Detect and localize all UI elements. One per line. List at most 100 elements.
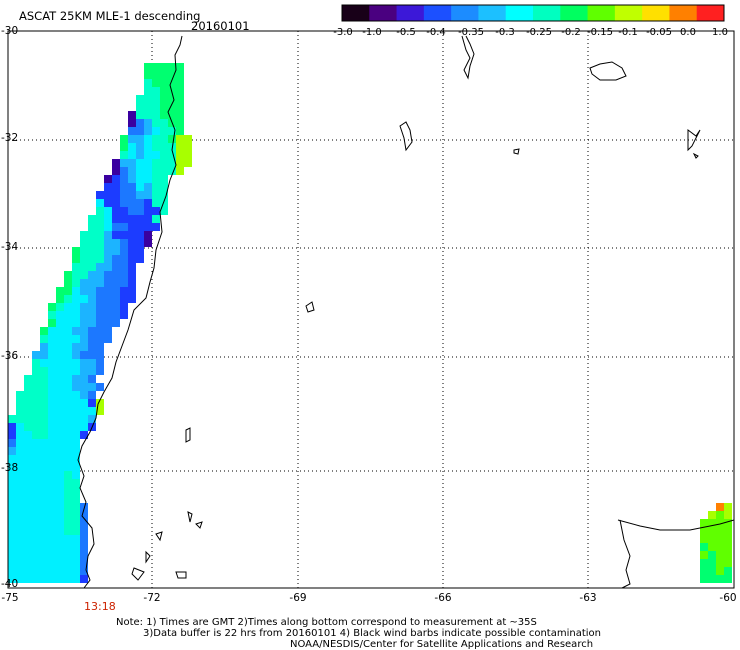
- swath-cell: [48, 495, 56, 503]
- swath-cell: [168, 167, 176, 175]
- swath-cell: [96, 407, 104, 415]
- swath-cell: [24, 479, 32, 487]
- swath-cell: [88, 255, 96, 263]
- swath-cell: [48, 351, 56, 359]
- swath-cell: [64, 527, 72, 535]
- swath-cell: [32, 415, 40, 423]
- swath-cell: [80, 303, 88, 311]
- swath-cell: [72, 463, 80, 471]
- swath-cell: [40, 415, 48, 423]
- swath-cell: [48, 551, 56, 559]
- swath-cell: [64, 367, 72, 375]
- colorbar-swatch: [533, 5, 561, 21]
- swath-cell: [104, 319, 112, 327]
- swath-cell: [128, 263, 136, 271]
- swath-cell: [24, 383, 32, 391]
- swath-cell: [48, 423, 56, 431]
- colorbar-swatch: [342, 5, 370, 21]
- swath-cell: [88, 359, 96, 367]
- swath-cell: [88, 295, 96, 303]
- swath-cell: [96, 327, 104, 335]
- swath-cell: [56, 351, 64, 359]
- lon-label: -75: [1, 592, 19, 604]
- swath-cell: [8, 535, 16, 543]
- lat-label: -38: [1, 462, 19, 474]
- swath-cell: [24, 575, 32, 583]
- swath-cell: [176, 103, 184, 111]
- swath-cell: [120, 223, 128, 231]
- coastline-feature: [617, 519, 735, 531]
- swath-cell: [8, 463, 16, 471]
- swath-cell: [48, 327, 56, 335]
- swath-cell: [32, 375, 40, 383]
- swath-cell: [184, 159, 192, 167]
- swath-cell: [24, 415, 32, 423]
- swath-cell: [80, 399, 88, 407]
- swath-cell: [708, 575, 716, 583]
- swath-cell: [8, 567, 16, 575]
- swath-cell: [64, 303, 72, 311]
- swath-cell: [152, 103, 160, 111]
- swath-cell: [96, 295, 104, 303]
- swath-cell: [64, 503, 72, 511]
- swath-cell: [96, 207, 104, 215]
- swath-cell: [48, 311, 56, 319]
- swath-cell: [128, 199, 136, 207]
- swath-cell: [128, 207, 136, 215]
- swath-cell: [56, 511, 64, 519]
- swath-cell: [64, 391, 72, 399]
- swath-cell: [708, 551, 716, 559]
- swath-cell: [32, 423, 40, 431]
- swath-cell: [88, 335, 96, 343]
- swath-cell: [88, 215, 96, 223]
- swath-cell: [64, 439, 72, 447]
- swath-cell: [104, 215, 112, 223]
- swath-cell: [16, 431, 24, 439]
- swath-cell: [8, 439, 16, 447]
- coastline-feature: [185, 427, 191, 443]
- swath-cell: [72, 527, 80, 535]
- swath-cell: [56, 383, 64, 391]
- swath-cell: [700, 535, 708, 543]
- colorbar-swatch: [423, 5, 452, 21]
- swath-cell: [80, 319, 88, 327]
- swath-cell: [88, 327, 96, 335]
- swath-cell: [72, 303, 80, 311]
- swath-cell: [40, 511, 48, 519]
- swath-cell: [136, 247, 144, 255]
- colorbar-swatch: [451, 5, 479, 21]
- swath-cell: [708, 527, 716, 535]
- swath-cell: [56, 415, 64, 423]
- swath-cell: [72, 287, 80, 295]
- swath-cell: [160, 63, 168, 71]
- swath-cell: [128, 111, 136, 119]
- swath-cell: [16, 575, 24, 583]
- swath-cell: [32, 511, 40, 519]
- swath-cell: [72, 391, 80, 399]
- swath-cell: [128, 119, 136, 127]
- swath-cell: [56, 367, 64, 375]
- swath-cell: [64, 359, 72, 367]
- swath-cell: [120, 207, 128, 215]
- swath-cells: [8, 63, 732, 583]
- swath-cell: [96, 231, 104, 239]
- swath-cell: [32, 551, 40, 559]
- swath-cell: [120, 183, 128, 191]
- swath-cell: [16, 415, 24, 423]
- swath-cell: [40, 367, 48, 375]
- colorbar-label: -0.15: [587, 27, 613, 38]
- swath-cell: [136, 175, 144, 183]
- swath-cell: [64, 487, 72, 495]
- swath-cell: [72, 471, 80, 479]
- coastline-feature: [175, 571, 187, 579]
- swath-cell: [64, 343, 72, 351]
- swath-cell: [136, 151, 144, 159]
- swath-cell: [128, 167, 136, 175]
- swath-cell: [32, 527, 40, 535]
- swath-cell: [32, 471, 40, 479]
- colorbar-swatch: [560, 5, 589, 21]
- swath-cell: [64, 295, 72, 303]
- swath-cell: [144, 71, 152, 79]
- swath-cell: [80, 247, 88, 255]
